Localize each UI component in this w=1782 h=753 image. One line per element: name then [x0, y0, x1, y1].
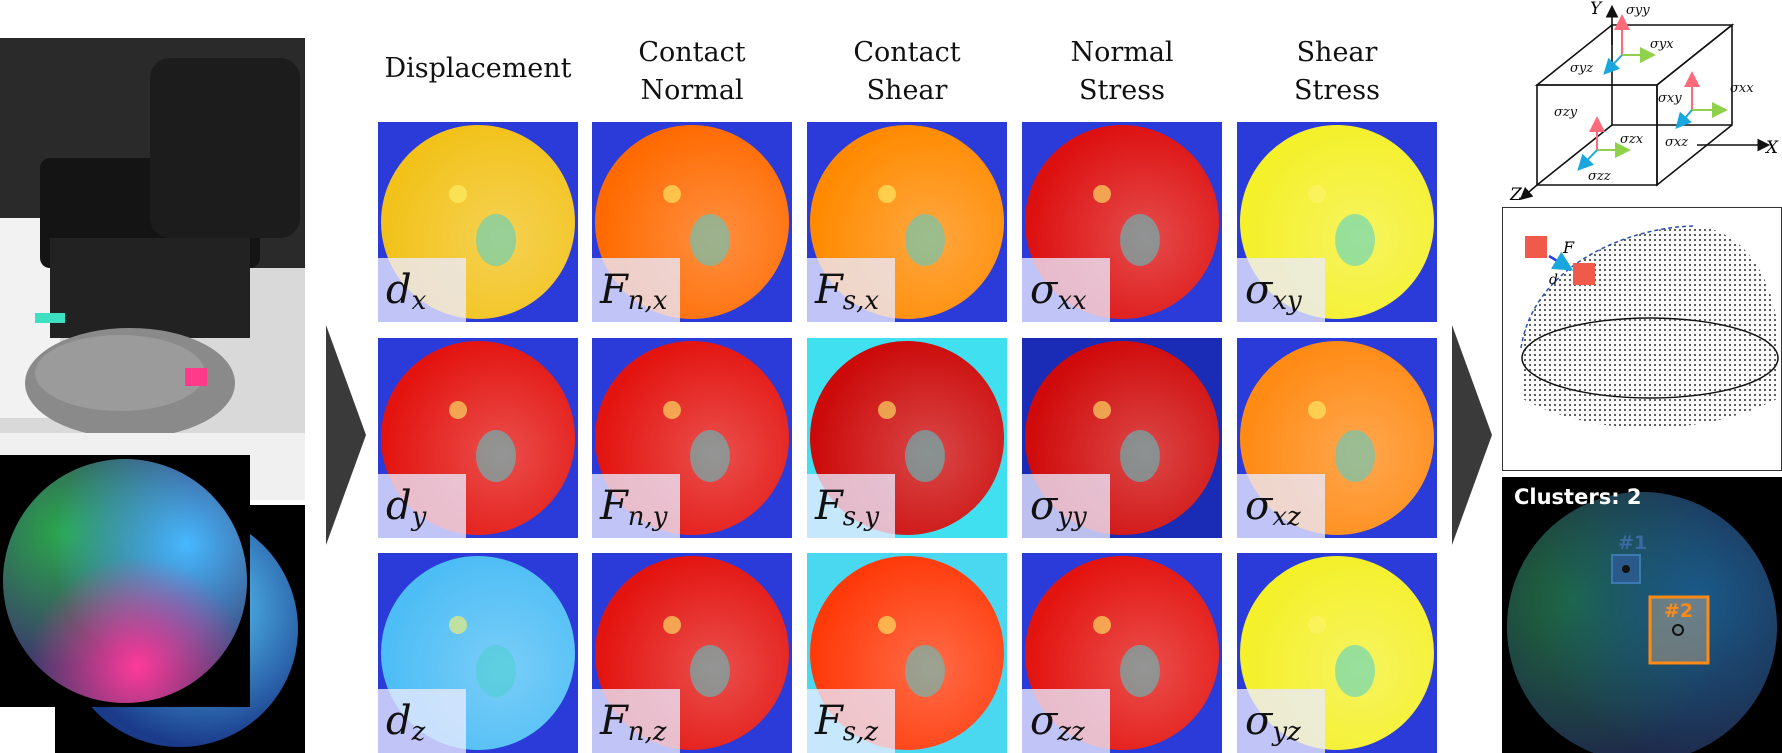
field-map-label: Fn,x	[592, 258, 680, 322]
field-map-label: σxx	[1022, 258, 1110, 322]
field-map: σyy	[1022, 338, 1222, 538]
chevron-right-icon	[326, 325, 366, 545]
svg-text:#1: #1	[1618, 532, 1647, 554]
column-header: Normal Stress	[1070, 37, 1174, 106]
axis-label-y: Y	[1590, 0, 1603, 19]
svg-text:σxy: σxy	[1658, 91, 1682, 106]
clusters-panel: #1 #2 Clusters: 2	[1502, 477, 1782, 753]
field-map-label: dz	[378, 689, 466, 753]
column-header: Displacement	[384, 53, 572, 84]
column-header: Contact Shear	[853, 37, 961, 106]
svg-text:σyy: σyy	[1626, 3, 1650, 18]
svg-text:σyz: σyz	[1570, 61, 1593, 76]
clusters-title: Clusters: 2	[1514, 485, 1642, 509]
svg-text:σxx: σxx	[1730, 81, 1754, 96]
tactile-images	[0, 455, 305, 753]
field-map: dz	[378, 553, 578, 753]
svg-text:#2: #2	[1664, 600, 1693, 622]
field-map-label: σxz	[1237, 474, 1325, 538]
field-map-label: Fn,y	[592, 474, 680, 538]
tactile-image-front	[0, 455, 250, 707]
chevron-right-icon	[1452, 325, 1492, 545]
field-map: dx	[378, 122, 578, 322]
axis-label-z: Z	[1509, 185, 1523, 205]
field-map-label: Fs,x	[807, 258, 895, 322]
field-map-label: Fn,z	[592, 689, 680, 753]
svg-text:d: d	[1549, 272, 1558, 288]
svg-text:σxz: σxz	[1665, 135, 1688, 150]
sensor-photo	[0, 38, 305, 500]
field-map: σyz	[1237, 553, 1437, 753]
field-map: σxx	[1022, 122, 1222, 322]
cluster-box-2	[1648, 595, 1710, 665]
field-map-label: Fs,z	[807, 689, 895, 753]
field-map: Fn,x	[592, 122, 792, 322]
column-header: Shear Stress	[1294, 37, 1380, 106]
axis-label-x: X	[1764, 138, 1779, 158]
svg-text:σyx: σyx	[1650, 37, 1674, 52]
svg-text:σzy: σzy	[1554, 105, 1578, 120]
field-map-label: σyz	[1237, 689, 1325, 753]
field-map-label: σzz	[1022, 689, 1110, 753]
field-map: Fn,y	[592, 338, 792, 538]
field-map: σxz	[1237, 338, 1437, 538]
field-map: σxy	[1237, 122, 1437, 322]
field-map-label: σxy	[1237, 258, 1325, 322]
field-map: Fn,z	[592, 553, 792, 753]
field-map: Fs,x	[807, 122, 1007, 322]
field-map: σzz	[1022, 553, 1222, 753]
field-map-label: dy	[378, 474, 466, 538]
field-map-label: dx	[378, 258, 466, 322]
svg-text:σzx: σzx	[1620, 132, 1644, 147]
field-map: dy	[378, 338, 578, 538]
svg-text:F: F	[1562, 238, 1575, 257]
field-map-label: σyy	[1022, 474, 1110, 538]
stress-cube-diagram: Y X Z σyy σyx σyz σxx σxy σzy σxz σzx σz…	[1509, 0, 1779, 205]
sensor-mesh-panel: F d	[1502, 207, 1782, 471]
field-map: Fs,z	[807, 553, 1007, 753]
field-map-label: Fs,y	[807, 474, 895, 538]
column-header: Contact Normal	[638, 37, 746, 106]
field-map: Fs,y	[807, 338, 1007, 538]
svg-text:σzz: σzz	[1588, 169, 1611, 184]
